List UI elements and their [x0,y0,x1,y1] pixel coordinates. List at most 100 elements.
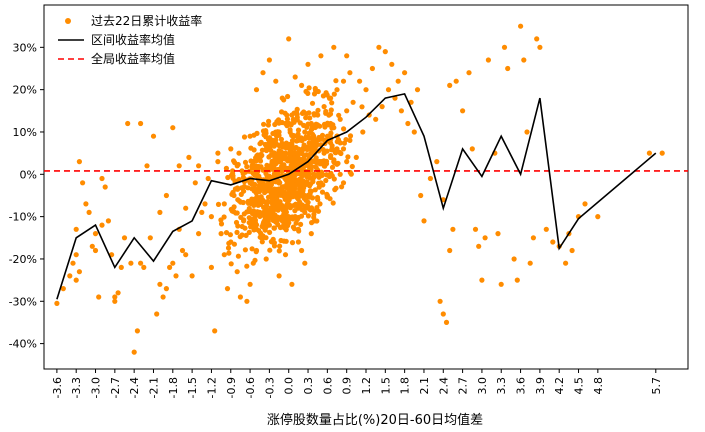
x-tick-label: -1.2 [205,377,218,398]
scatter-point [330,122,336,128]
scatter-point [277,243,283,249]
scatter-point [306,140,312,146]
scatter-point [118,264,124,270]
x-tick-label: 3.0 [476,377,489,395]
scatter-point [275,203,281,209]
scatter-point [340,78,347,84]
scatter-point [569,247,575,254]
scatter-point [308,144,314,150]
scatter-point [92,247,99,254]
scatter-point [330,200,336,206]
scatter-point [260,70,266,76]
scatter-point [349,163,355,170]
scatter-point [253,155,259,161]
scatter-point [285,192,292,198]
scatter-point [231,241,237,247]
scatter-point [236,150,242,156]
scatter-point [284,201,290,207]
scatter-point [289,138,296,144]
scatter-point [288,186,294,192]
scatter-point [411,129,417,135]
scatter-point [167,264,173,270]
scatter-point [501,44,508,50]
scatter-point [376,44,382,50]
scatter-point [339,184,345,190]
scatter-point [76,159,82,165]
scatter-point [325,134,331,140]
scatter-point [218,231,224,237]
scatter-point [259,147,265,153]
scatter-point [418,192,424,199]
y-tick-label: -20% [9,253,37,266]
scatter-point [212,328,218,334]
scatter-point [385,87,392,93]
scatter-point [341,140,347,146]
scatter-point [215,201,222,207]
scatter-point [427,175,433,182]
scatter-point [102,184,108,190]
scatter-point [173,273,179,279]
scatter-point [234,229,240,235]
scatter-point [437,298,443,304]
scatter-point [232,186,238,192]
scatter-point [244,164,250,170]
scatter-point [280,154,286,160]
scatter-point [332,187,338,193]
scatter-point [253,225,259,231]
scatter-point [266,188,272,194]
scatter-point [289,281,295,287]
scatter-point [272,121,278,128]
scatter-point [314,194,321,201]
scatter-point [293,158,299,164]
scatter-point [277,224,283,231]
scatter-point [344,159,350,165]
scatter-point [337,171,343,177]
scatter-point [268,152,274,158]
scatter-point [253,190,259,196]
scatter-point [223,165,229,171]
scatter-point [527,260,533,266]
scatter-point [269,160,275,166]
scatter-point [476,243,482,249]
scatter-point [285,214,292,220]
scatter-point [340,146,347,152]
scatter-point [189,273,195,279]
scatter-point [283,205,289,211]
scatter-point [291,150,297,156]
scatter-point [157,281,163,287]
scatter-point [128,260,134,266]
scatter-point [294,216,300,223]
scatter-point [369,65,375,72]
plot-area [43,4,689,370]
scatter-point [226,240,232,246]
scatter-point [582,201,588,207]
scatter-point [249,246,255,252]
scatter-point [247,133,253,139]
scatter-point [246,229,252,235]
scatter-point [96,294,102,300]
scatter-point [170,260,176,266]
x-tick-label: -2.4 [128,377,141,398]
scatter-point [281,166,288,172]
scatter-point [284,123,290,129]
scatter-point [234,269,240,275]
scatter-point [296,146,302,152]
scatter-point [302,136,308,142]
scatter-point [466,70,472,76]
x-tick-label: 4.5 [573,377,586,395]
scatter-point [70,260,76,266]
scatter-point [453,78,459,84]
x-tick-label: -2.7 [109,377,122,398]
scatter-point [290,190,296,197]
scatter-point [230,175,236,181]
scatter-point [267,207,273,213]
scatter-point [76,269,82,275]
scatter-point [292,163,298,169]
scatter-point [309,195,316,201]
scatter-point [262,189,268,196]
scatter-point [329,164,336,170]
scatter-point [300,188,306,194]
scatter-point [299,82,305,88]
scatter-point [258,201,264,207]
scatter-point [226,250,232,256]
